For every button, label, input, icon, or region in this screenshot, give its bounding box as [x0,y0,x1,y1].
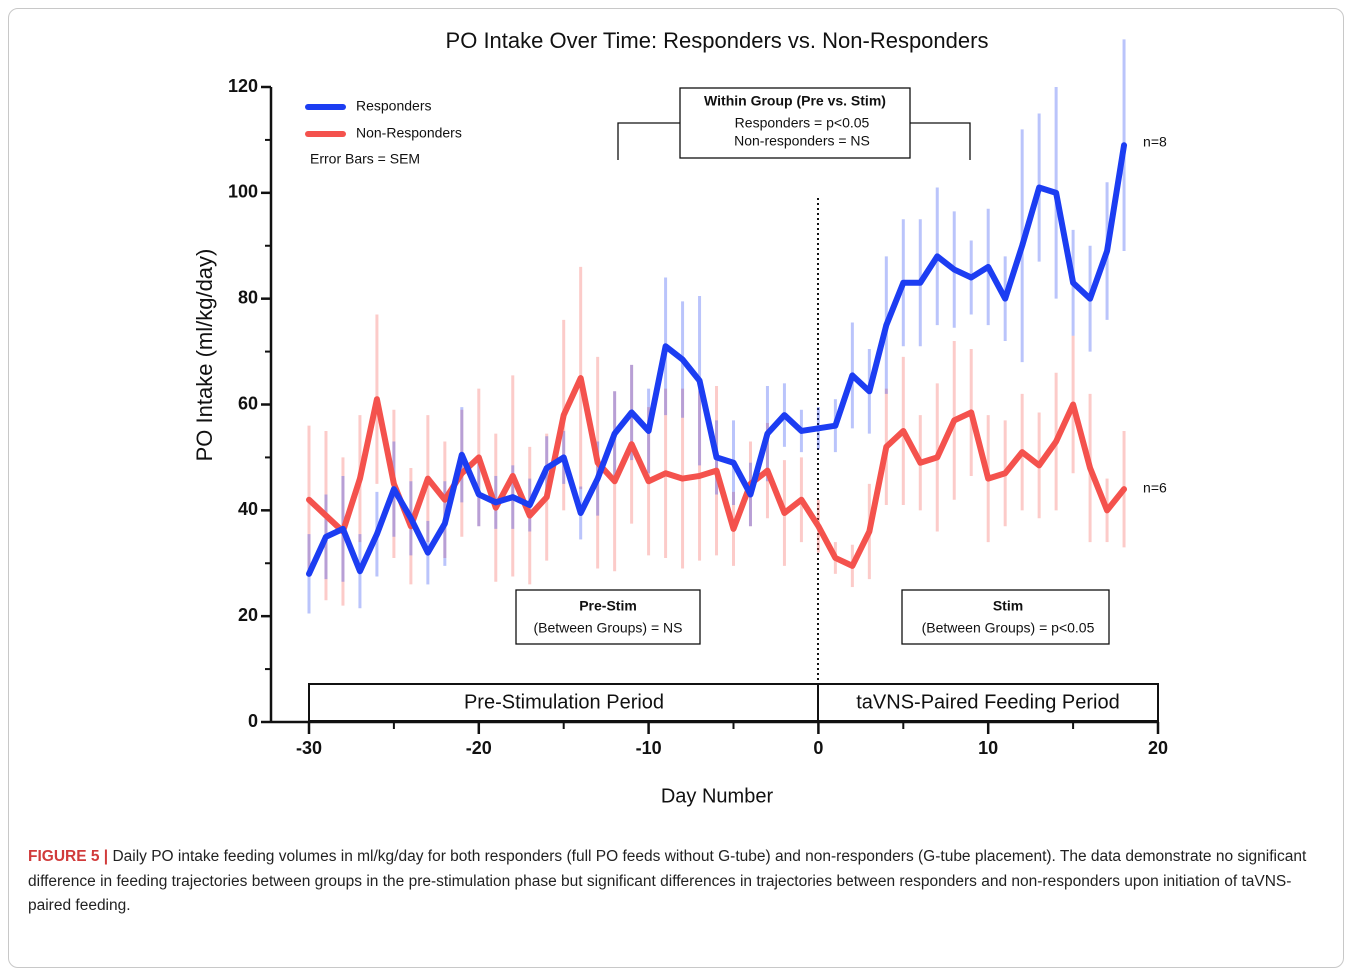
y-axis-label: PO Intake (ml/kg/day) [192,249,217,462]
series-line [306,375,1128,569]
x-axis-label: Day Number [661,785,774,807]
within-title: Within Group (Pre vs. Stim) [704,93,886,109]
legend-label: Responders [356,98,432,114]
pre-title: Pre-Stim [579,598,637,614]
pre-line: (Between Groups) = NS [533,620,682,636]
stim-box [901,589,1110,645]
y-tick-label: 80 [238,287,258,307]
x-tick-label: 10 [978,738,998,758]
chart: PO Intake Over Time: Responders vs. Non-… [192,28,1168,807]
y-tick-label: 100 [228,182,258,202]
y-tick-label: 120 [228,76,258,96]
legend-label: Non-Responders [356,125,462,141]
y-tick-label: 20 [238,605,258,625]
end-label: n=6 [1143,480,1167,496]
chart-title: PO Intake Over Time: Responders vs. Non-… [446,28,989,53]
caption-text: Daily PO intake feeding volumes in ml/kg… [28,848,1307,914]
period-label: taVNS-Paired Feeding Period [856,691,1119,713]
period-label: Pre-Stimulation Period [464,691,664,713]
x-tick-label: 20 [1148,738,1168,758]
x-tick-label: 0 [813,738,823,758]
pre-box [515,589,701,645]
bracket-right [910,122,971,160]
within-box [679,87,911,159]
period-bar [308,683,1159,722]
caption: FIGURE 5 | Daily PO intake feeding volum… [28,845,1328,919]
x-tick-label: -30 [296,738,322,758]
y-tick-label: 40 [238,499,258,519]
x-tick-label: -10 [636,738,662,758]
caption-label: FIGURE 5 | [28,848,109,865]
series-line [306,142,1128,577]
end-label: n=8 [1143,134,1167,150]
x-tick-label: -20 [466,738,492,758]
bracket-left [617,122,680,160]
error-note: Error Bars = SEM [310,151,420,167]
stim-title: Stim [993,598,1023,614]
stim-line: (Between Groups) = p<0.05 [922,620,1095,636]
y-tick-label: 0 [248,711,258,731]
within-line: Non-responders = NS [734,133,870,149]
y-tick-label: 60 [238,393,258,413]
within-line: Responders = p<0.05 [735,115,870,131]
